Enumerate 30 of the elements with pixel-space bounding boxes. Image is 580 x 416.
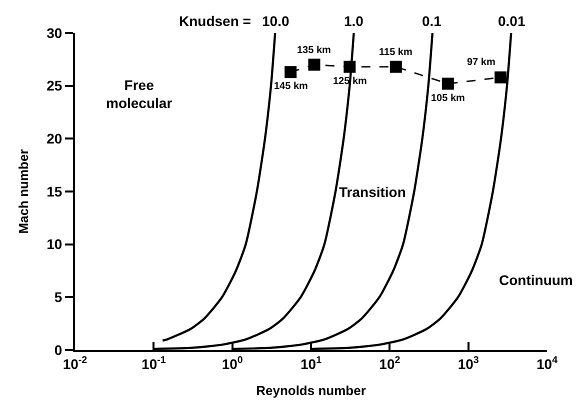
x-tick-label: 10$^{-2}$: [62, 354, 88, 372]
series-label: 0.1: [422, 13, 442, 29]
y-tick-label: 30: [46, 24, 62, 41]
y-tick-label: 25: [46, 78, 62, 94]
annotation: 105 km: [431, 93, 466, 104]
series-label: 0.01: [498, 13, 526, 29]
annotation: Transition: [339, 184, 406, 200]
x-tick-label: 10$^{4}$: [536, 354, 558, 372]
text: Knudsen =: [179, 13, 251, 29]
annotation: 125 km: [333, 76, 368, 87]
x-tick-label: 10$^{0}$: [222, 354, 244, 372]
y-axis-title: Mach number: [16, 149, 32, 234]
y-tick-label: 15: [46, 183, 62, 200]
series-label: 1.0: [344, 13, 364, 29]
y-tick-label: 20: [46, 130, 62, 147]
series-label: 10.0: [262, 13, 290, 29]
annotation: 145 km: [274, 81, 308, 92]
annotation: 97 km: [467, 57, 496, 68]
annotation: 135 km: [297, 45, 332, 56]
annotation: Free molecular: [106, 77, 173, 112]
x-axis-title: Reynolds number: [256, 382, 366, 398]
x-tick-label: 10$^{2}$: [379, 354, 401, 372]
x-tick-label: 10$^{3}$: [458, 354, 480, 372]
annotation: Continuum: [499, 272, 573, 288]
annotation: 115 km: [379, 47, 412, 58]
y-tick-label: 0: [54, 342, 62, 358]
x-tick-label: 10$^{1}$: [300, 354, 322, 372]
x-tick-label: 10$^{-1}$: [142, 354, 166, 372]
y-tick-label: 5: [54, 289, 62, 306]
y-tick-label: 10: [46, 236, 62, 252]
